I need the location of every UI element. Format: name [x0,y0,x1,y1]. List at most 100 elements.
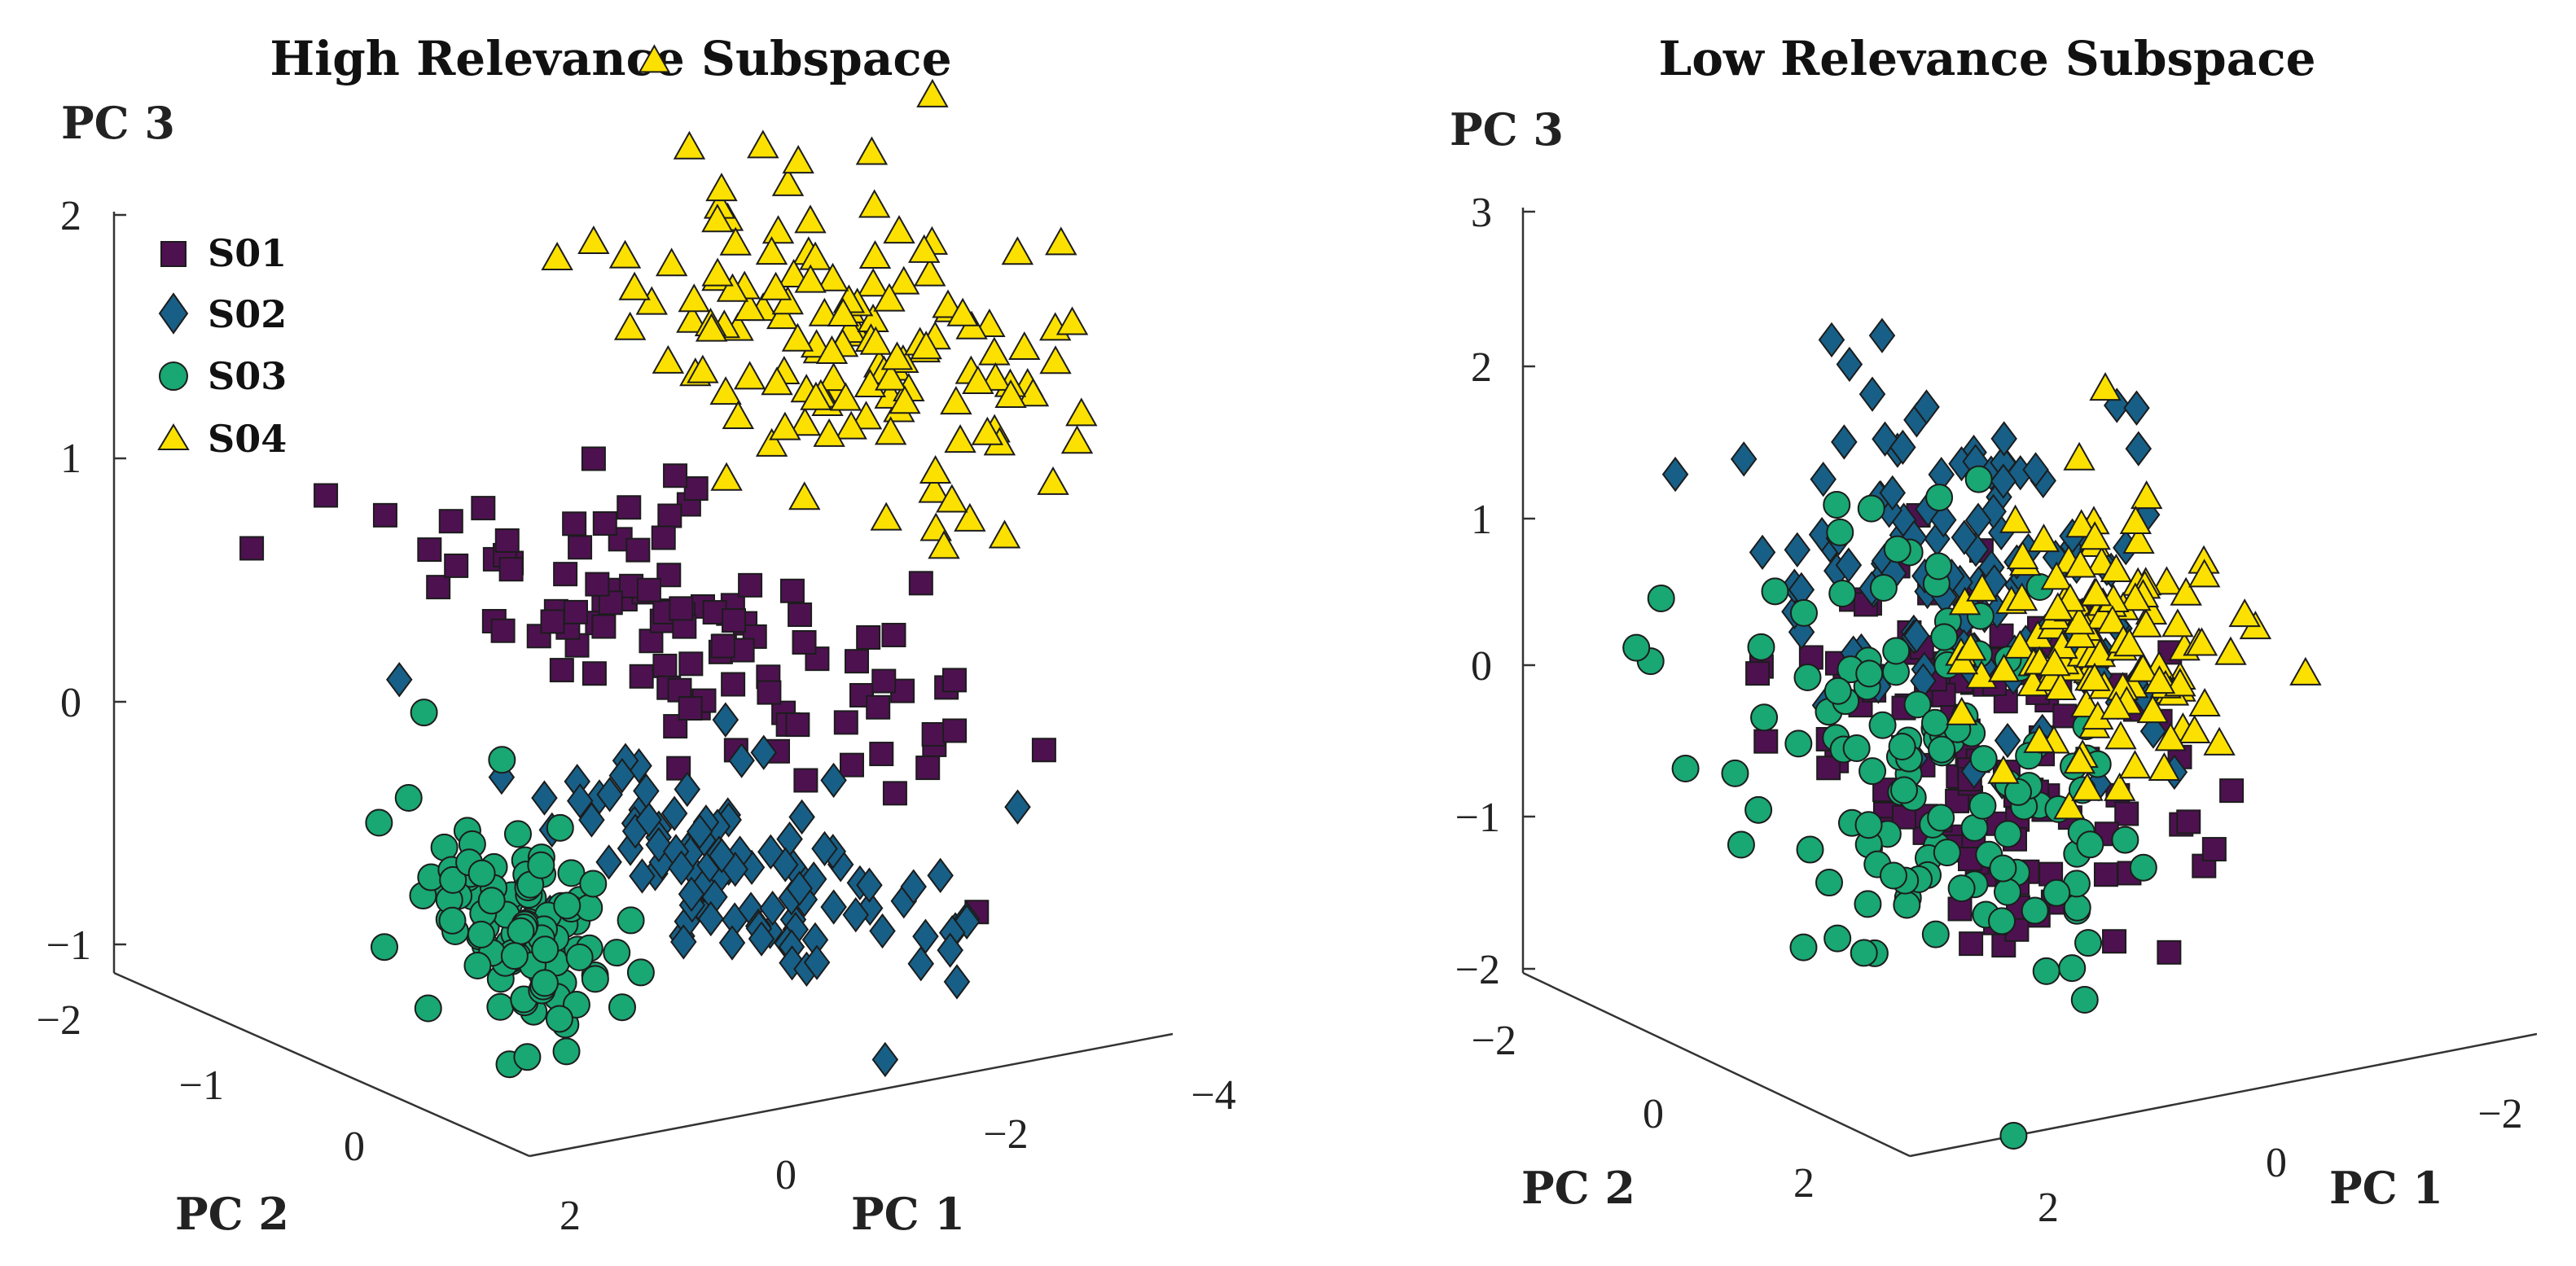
scatter-point-s03 [2032,957,2060,985]
scatter-point-s03 [370,933,398,962]
scatter-point-s02 [728,743,755,778]
scatter-point-s04 [2053,791,2086,820]
scatter-point-s04 [916,78,949,107]
scatter-point-s04 [988,519,1021,549]
scatter-point-s04 [2136,694,2170,724]
scatter-point-s03 [2129,853,2157,882]
scatter-point-s01 [666,756,691,781]
scatter-point-s02 [1661,456,1689,493]
scatter-point-s04 [1987,755,2020,784]
scatter-point-s01 [869,742,894,767]
scatter-point-s03 [1889,776,1918,804]
scatter-point-s04 [928,530,960,559]
x-axis-label: PC 1 [851,1188,965,1240]
scatter-point-s02 [608,757,636,794]
scatter-point-s01 [563,599,588,624]
scatter-point-s02 [2022,452,2049,488]
scatter-point-s04 [782,145,814,174]
scatter-point-s04 [800,381,832,410]
scatter-point-s04 [932,289,964,318]
scatter-point-s03 [467,920,495,948]
scatter-point-s04 [618,271,651,300]
scatter-point-s02 [595,844,622,880]
legend: S01 S02 S03 S04 [157,231,287,461]
z-tick-label: 2 [60,193,81,239]
scatter-point-s03 [545,1005,573,1033]
scatter-point-s01 [438,509,463,534]
scatter-point-s03 [1924,552,1953,580]
scatter-point-s04 [635,286,668,315]
legend-marker-s04 [157,423,190,450]
y-tick-label: 0 [344,1124,365,1170]
scatter-point-s01 [625,537,651,563]
scatter-point-s02 [786,870,813,906]
scatter-point-s03 [1989,854,2017,883]
z-tick-label: 0 [1471,643,1492,690]
x-tick-label: 0 [775,1152,796,1198]
scatter-point-s04 [2096,605,2129,634]
scatter-point-s01 [833,710,858,735]
scatter-point-s03 [1930,623,1959,651]
scatter-point-s04 [2065,509,2098,538]
x-axis-line [529,1032,1174,1158]
scatter-point-s04 [716,273,749,302]
scatter-point-s02 [943,964,971,1000]
scatter-point-s02 [1730,441,1758,477]
scatter-point-s03 [1789,933,1818,962]
scatter-point-s04 [781,322,814,352]
scatter-point-s02 [531,780,558,816]
scatter-point-s01 [839,752,864,778]
scatter-point-s01 [1031,738,1056,763]
scatter-point-s01 [636,577,661,602]
scatter-point-s04 [914,257,946,287]
y-axis-line [113,971,530,1158]
scatter-point-s02 [757,834,784,870]
scatter-point-s02 [718,925,746,961]
scatter-point-s04 [2188,559,2221,588]
scatter-point-s01 [494,528,520,553]
scatter-point-s01 [657,503,682,528]
scatter-point-s03 [1784,729,1813,758]
scatter-point-s01 [1989,623,2014,648]
scatter-point-s01 [2219,778,2245,804]
scatter-point-s04 [769,411,801,440]
x-tick-label: 0 [2266,1140,2287,1186]
scatter-point-s04 [880,341,914,370]
scatter-point-s04 [2044,672,2077,701]
scatter-point-s02 [912,918,939,954]
scatter-point-s01 [942,718,968,743]
scatter-point-s03 [1622,633,1651,662]
scatter-point-s04 [777,258,810,287]
scatter-point-s02 [927,857,954,894]
scatter-point-s03 [1927,804,1955,832]
scatter-point-s03 [1828,579,1857,607]
scatter-point-s01 [785,712,810,738]
y-axis-label: PC 2 [1521,1162,1635,1214]
scatter-point-s01 [882,781,907,806]
scatter-point-s01 [722,608,747,633]
scatter-point-s04 [2078,662,2111,691]
scatter-point-s02 [1858,376,1886,412]
scatter-point-s03 [1815,869,1844,897]
scatter-point-s01 [678,651,704,677]
scatter-point-s03 [1994,820,2022,848]
scatter-point-s01 [1753,729,1779,754]
plot-points [1622,318,2322,1150]
scatter-point-s04 [719,226,752,256]
scatter-point-s03 [553,891,581,920]
scatter-point-s04 [815,335,849,364]
scatter-point-s01 [683,476,709,502]
scatter-point-s02 [1990,421,2017,457]
scatter-point-s04 [2078,521,2111,550]
scatter-point-s04 [2130,608,2162,637]
scatter-point-s04 [1999,504,2032,533]
scatter-point-s04 [962,365,994,394]
scatter-point-s04 [613,311,647,340]
scatter-point-s01 [2093,862,2118,887]
scatter-point-s04 [761,215,795,244]
scatter-point-s02 [869,913,896,949]
x-tick-label: 2 [560,1193,581,1239]
scatter-point-s03 [530,969,559,997]
scatter-point-s02 [567,783,594,819]
